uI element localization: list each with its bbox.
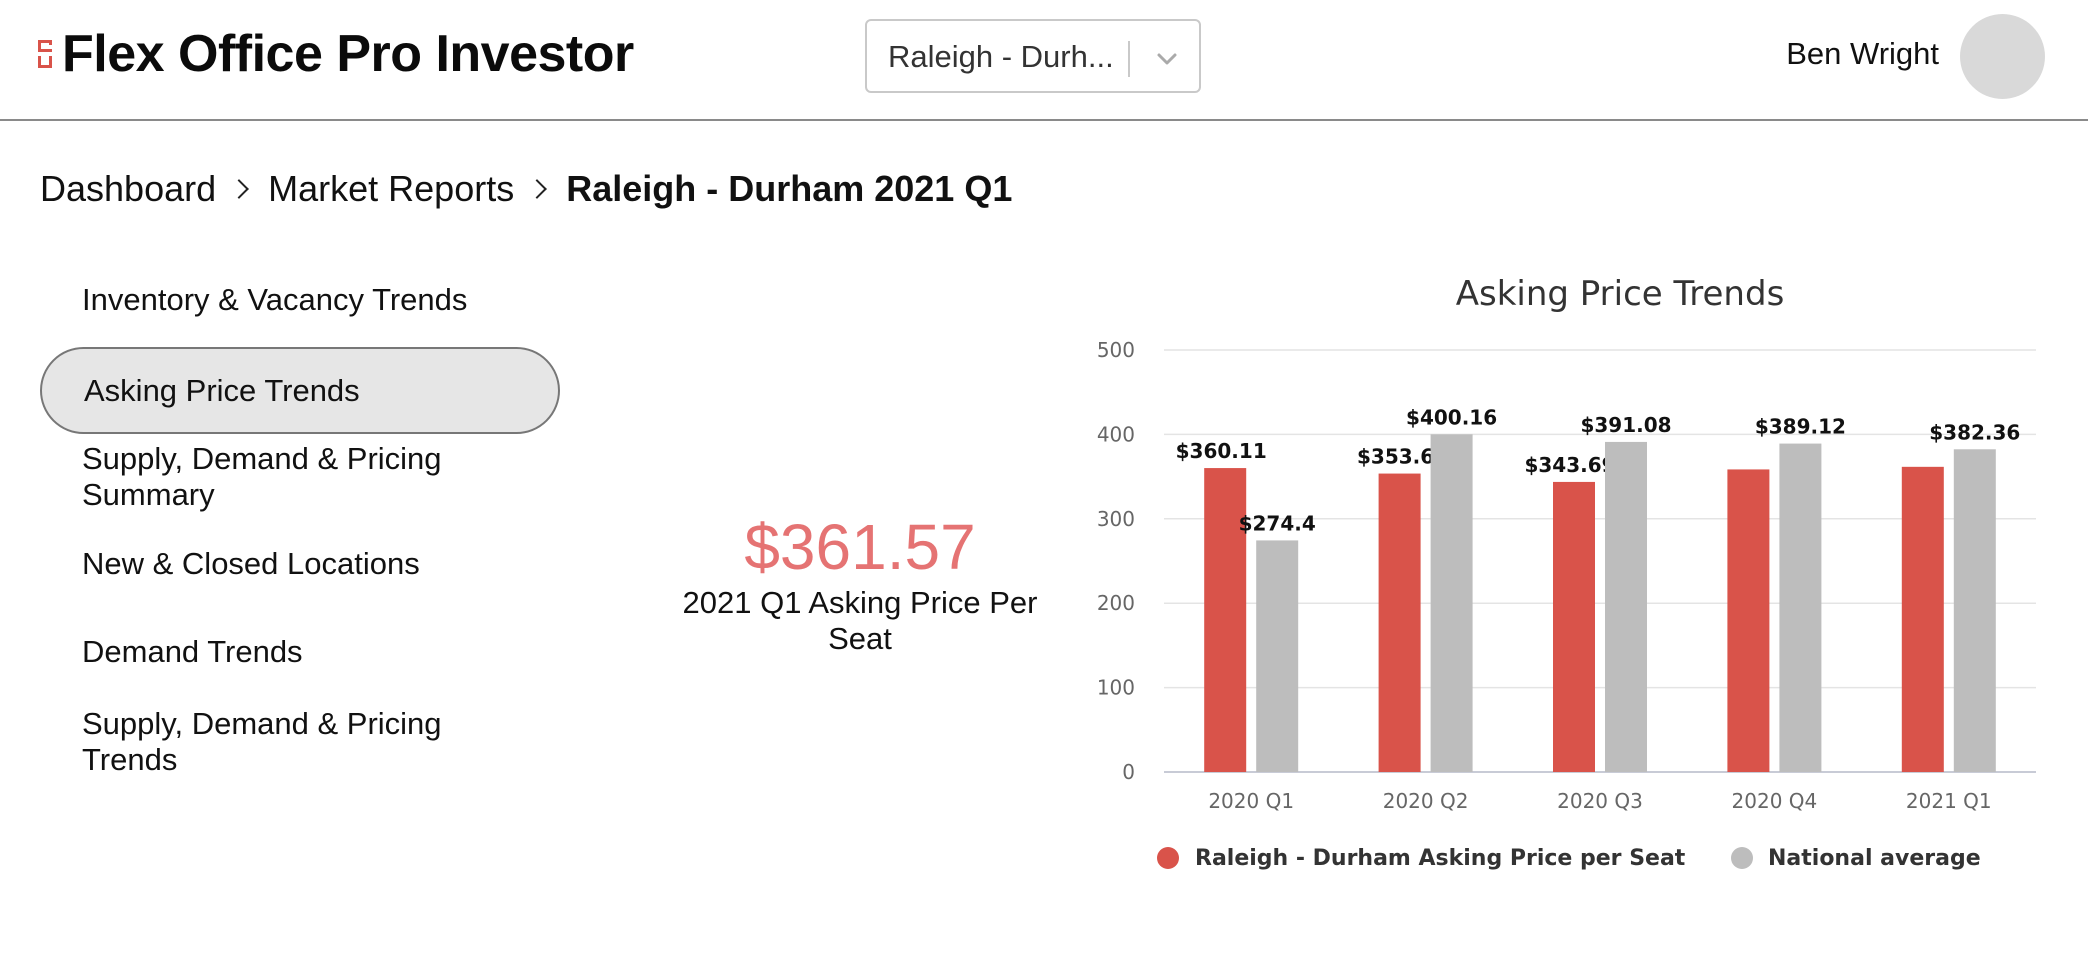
user-name[interactable]: Ben Wright xyxy=(1786,36,1939,71)
legend-marker-market xyxy=(1157,847,1179,869)
sidebar-item-demand-trends[interactable]: Demand Trends xyxy=(82,634,303,669)
breadcrumb-dashboard[interactable]: Dashboard xyxy=(40,168,217,209)
y-tick-label: 100 xyxy=(1097,676,1135,700)
bar-national xyxy=(1953,449,1996,772)
sidebar-item-supply-demand-summary[interactable]: Supply, Demand & Pricing Summary xyxy=(82,441,442,512)
bar-national xyxy=(1256,540,1299,772)
kpi-label: 2021 Q1 Asking Price Per Seat xyxy=(682,585,1038,656)
y-tick-label: 200 xyxy=(1097,591,1135,615)
chevron-right-icon xyxy=(229,179,250,199)
legend-label-market: Raleigh - Durham Asking Price per Seat xyxy=(1195,846,1686,871)
data-label: $274.4 xyxy=(1239,511,1316,535)
x-tick-label: 2020 Q4 xyxy=(1732,789,1818,813)
legend-marker-national xyxy=(1731,847,1753,869)
bar-market xyxy=(1901,466,1944,772)
bar-market xyxy=(1204,468,1247,772)
y-tick-label: 500 xyxy=(1097,338,1135,362)
data-label: $360.11 xyxy=(1176,439,1267,463)
chart-svg: Asking Price Trends 0 100 200 300 400 500 $360.… xyxy=(1097,274,2036,871)
bar-market xyxy=(1727,469,1770,772)
legend-label-national: National average xyxy=(1768,846,1981,871)
bar-market xyxy=(1378,473,1421,772)
x-tick-label: 2020 Q3 xyxy=(1557,789,1643,813)
market-select[interactable]: Raleigh - Durh... xyxy=(865,19,1201,93)
chevron-down-icon[interactable] xyxy=(1153,45,1181,73)
data-label: $343.69 xyxy=(1524,453,1615,477)
data-label: $389.12 xyxy=(1755,415,1846,439)
y-tick-label: 400 xyxy=(1097,422,1135,446)
logo-mark xyxy=(38,40,54,72)
chevron-right-icon xyxy=(527,179,548,199)
breadcrumb-current: Raleigh - Durham 2021 Q1 xyxy=(566,168,1013,209)
sidebar-item-asking-price[interactable]: Asking Price Trends xyxy=(40,347,560,434)
bar-market xyxy=(1553,481,1595,772)
x-tick-label: 2021 Q1 xyxy=(1906,789,1992,813)
x-tick-label: 2020 Q1 xyxy=(1208,789,1294,813)
data-label: $382.36 xyxy=(1929,420,2020,444)
bar-national xyxy=(1779,443,1822,772)
asking-price-chart: Asking Price Trends 0 100 200 300 400 500 $360.… xyxy=(1080,260,2080,900)
y-tick-label: 0 xyxy=(1122,760,1135,784)
app-header: Flex Office Pro Investor Raleigh - Durh.… xyxy=(0,0,2088,121)
sidebar-item-new-closed-locations[interactable]: New & Closed Locations xyxy=(82,546,420,581)
kpi-value: $361.57 xyxy=(744,511,976,583)
bar-national xyxy=(1430,434,1473,772)
sidebar-item-supply-demand-trends[interactable]: Supply, Demand & Pricing Trends xyxy=(82,706,442,777)
avatar[interactable] xyxy=(1960,14,2045,99)
x-tick-label: 2020 Q2 xyxy=(1383,789,1469,813)
data-label: $353.6 xyxy=(1357,445,1434,469)
y-tick-label: 300 xyxy=(1097,507,1135,531)
market-select-value: Raleigh - Durh... xyxy=(888,39,1114,74)
sidebar-item-inventory-vacancy[interactable]: Inventory & Vacancy Trends xyxy=(82,282,468,317)
app-title: Flex Office Pro Investor xyxy=(62,25,634,83)
breadcrumb-market-reports[interactable]: Market Reports xyxy=(268,168,515,209)
breadcrumb: Dashboard Market Reports Raleigh - Durha… xyxy=(40,168,1012,210)
sidebar-item-label: Asking Price Trends xyxy=(84,372,360,408)
data-label: $400.16 xyxy=(1406,405,1497,429)
select-divider xyxy=(1128,41,1130,77)
chart-title: Asking Price Trends xyxy=(1456,274,1785,314)
data-label: $391.08 xyxy=(1580,413,1671,437)
bar-national xyxy=(1605,441,1647,772)
